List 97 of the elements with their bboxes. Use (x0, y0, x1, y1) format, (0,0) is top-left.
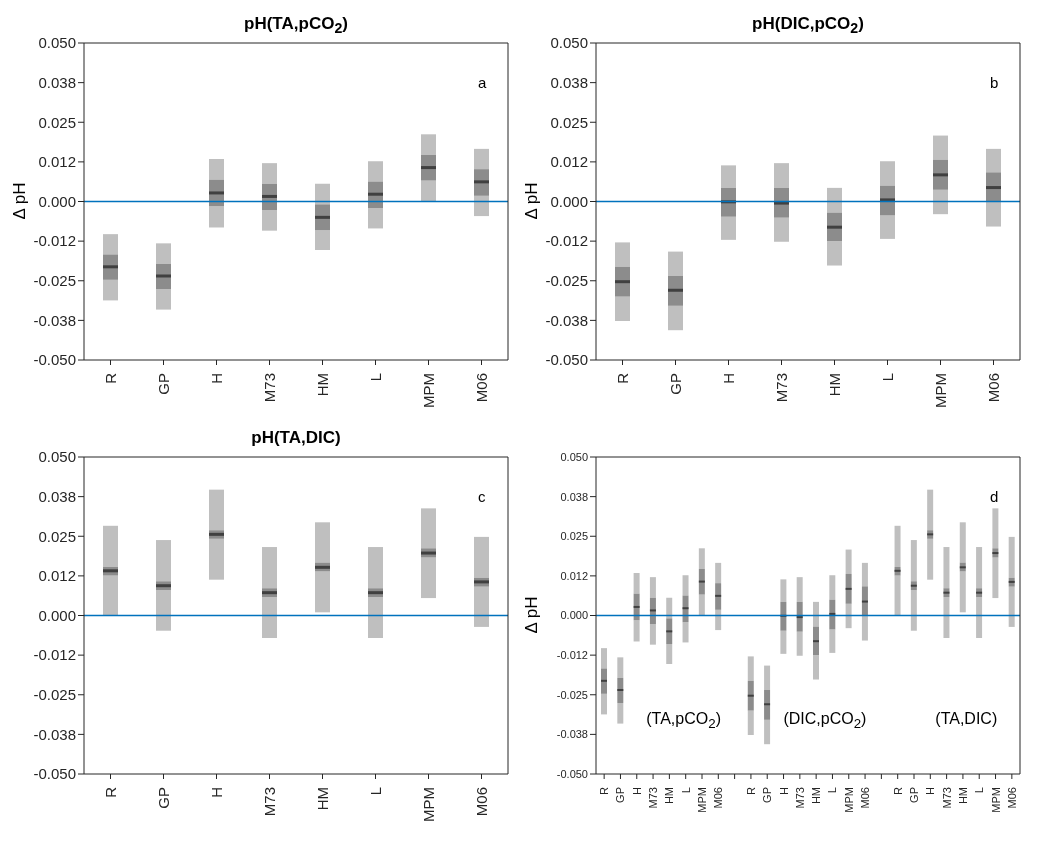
x-tick-label: MPM (989, 787, 1002, 813)
x-tick-label: M73 (260, 373, 278, 403)
y-tick-label: 0.000 (38, 606, 76, 624)
y-tick-label: -0.025 (33, 272, 76, 290)
y-tick-label: 0.025 (550, 113, 588, 131)
y-tick-label: -0.012 (556, 649, 588, 662)
y-tick-label: -0.038 (33, 725, 76, 743)
x-tick-label: M06 (859, 787, 872, 809)
x-tick-label: M73 (647, 787, 660, 809)
x-tick-label: HM (313, 373, 331, 397)
y-tick-label: 0.038 (560, 490, 588, 503)
y-axis-title: Δ pH (522, 596, 542, 634)
x-tick-label: GP (761, 787, 774, 803)
y-tick-label: -0.038 (545, 311, 588, 329)
x-tick-label: L (973, 787, 986, 794)
y-tick-label: 0.012 (550, 153, 588, 171)
x-tick-label: R (101, 786, 119, 798)
y-tick-label: -0.038 (556, 728, 588, 741)
x-tick-label: M06 (1005, 787, 1018, 809)
x-tick-label: MPM (842, 787, 855, 813)
annotation: (TA,DIC) (935, 710, 998, 729)
y-tick-label: -0.012 (545, 232, 588, 250)
y-tick-label: 0.012 (38, 153, 76, 171)
x-tick-label: MPM (419, 787, 437, 822)
x-tick-label: HM (825, 373, 843, 397)
x-tick-label: GP (154, 373, 172, 395)
x-tick-label: R (101, 372, 119, 384)
chart-title: pH(DIC,pCO$_{2}$) (751, 14, 865, 37)
x-tick-label: H (207, 373, 225, 384)
y-tick-label: -0.025 (33, 686, 76, 704)
annotation: a (478, 73, 487, 91)
x-tick-label: MPM (419, 373, 437, 408)
x-tick-label: H (630, 786, 643, 795)
x-tick-label: R (891, 786, 904, 795)
x-tick-label: R (613, 372, 631, 384)
x-tick-label: MPM (696, 787, 708, 813)
x-tick-label: GP (908, 787, 920, 803)
y-tick-label: 0.038 (550, 73, 588, 91)
x-tick-label: L (826, 787, 839, 794)
x-tick-label: L (878, 373, 896, 382)
y-tick-label: -0.050 (33, 765, 76, 783)
y-tick-label: -0.025 (545, 272, 588, 290)
annotation: (TA,pCO$_{2}$) (646, 710, 721, 732)
y-tick-label: 0.000 (38, 192, 76, 210)
x-tick-label: M73 (940, 787, 953, 809)
x-tick-label: H (924, 786, 937, 795)
y-tick-label: -0.050 (545, 351, 588, 369)
x-tick-label: GP (614, 787, 627, 803)
x-tick-label: M73 (772, 373, 790, 403)
y-tick-label: 0.050 (38, 34, 76, 52)
x-tick-label: M06 (472, 373, 490, 403)
y-tick-label: 0.000 (550, 192, 588, 210)
x-tick-label: M73 (793, 787, 806, 809)
x-tick-label: R (598, 786, 611, 795)
x-tick-label: H (207, 787, 225, 798)
annotation: b (990, 73, 999, 91)
y-axis-title: Δ pH (522, 182, 542, 220)
x-tick-label: GP (154, 787, 172, 809)
x-tick-label: M06 (472, 787, 490, 817)
y-tick-label: 0.012 (560, 569, 588, 582)
x-tick-label: L (366, 787, 384, 796)
y-tick-label: 0.050 (560, 450, 588, 463)
annotation: (DIC,pCO$_{2}$) (783, 710, 867, 732)
x-tick-label: H (777, 786, 790, 795)
y-tick-label: 0.012 (38, 567, 76, 585)
x-tick-label: HM (663, 787, 676, 805)
y-tick-label: -0.050 (556, 767, 588, 780)
annotation: c (478, 487, 486, 505)
annotation: d (990, 487, 999, 505)
x-tick-label: GP (666, 373, 684, 395)
x-tick-label: R (744, 786, 757, 795)
y-tick-label: -0.025 (556, 688, 588, 701)
x-tick-label: M73 (260, 787, 278, 817)
y-tick-label: -0.038 (33, 311, 76, 329)
y-tick-label: 0.050 (550, 34, 588, 52)
x-tick-label: HM (956, 787, 969, 805)
x-tick-label: H (719, 373, 737, 384)
y-tick-label: -0.012 (33, 646, 76, 664)
y-tick-label: 0.025 (560, 530, 588, 543)
x-tick-label: L (366, 373, 384, 382)
y-tick-label: 0.038 (38, 73, 76, 91)
y-tick-label: 0.025 (38, 113, 76, 131)
y-tick-label: 0.050 (38, 448, 76, 466)
x-tick-label: M06 (712, 787, 725, 809)
x-tick-label: HM (810, 787, 823, 805)
y-tick-label: 0.000 (560, 609, 588, 622)
x-tick-label: HM (313, 787, 331, 811)
y-tick-label: -0.012 (33, 232, 76, 250)
x-tick-label: M06 (984, 373, 1002, 403)
chart-title: pH(TA,pCO$_{2}$) (243, 14, 349, 37)
y-tick-label: -0.050 (33, 351, 76, 369)
y-tick-label: 0.038 (38, 487, 76, 505)
x-tick-label: L (679, 787, 692, 794)
y-axis-title: Δ pH (10, 182, 30, 220)
x-tick-label: MPM (931, 373, 949, 408)
y-tick-label: 0.025 (38, 527, 76, 545)
chart-title: pH(TA,DIC) (250, 428, 342, 448)
